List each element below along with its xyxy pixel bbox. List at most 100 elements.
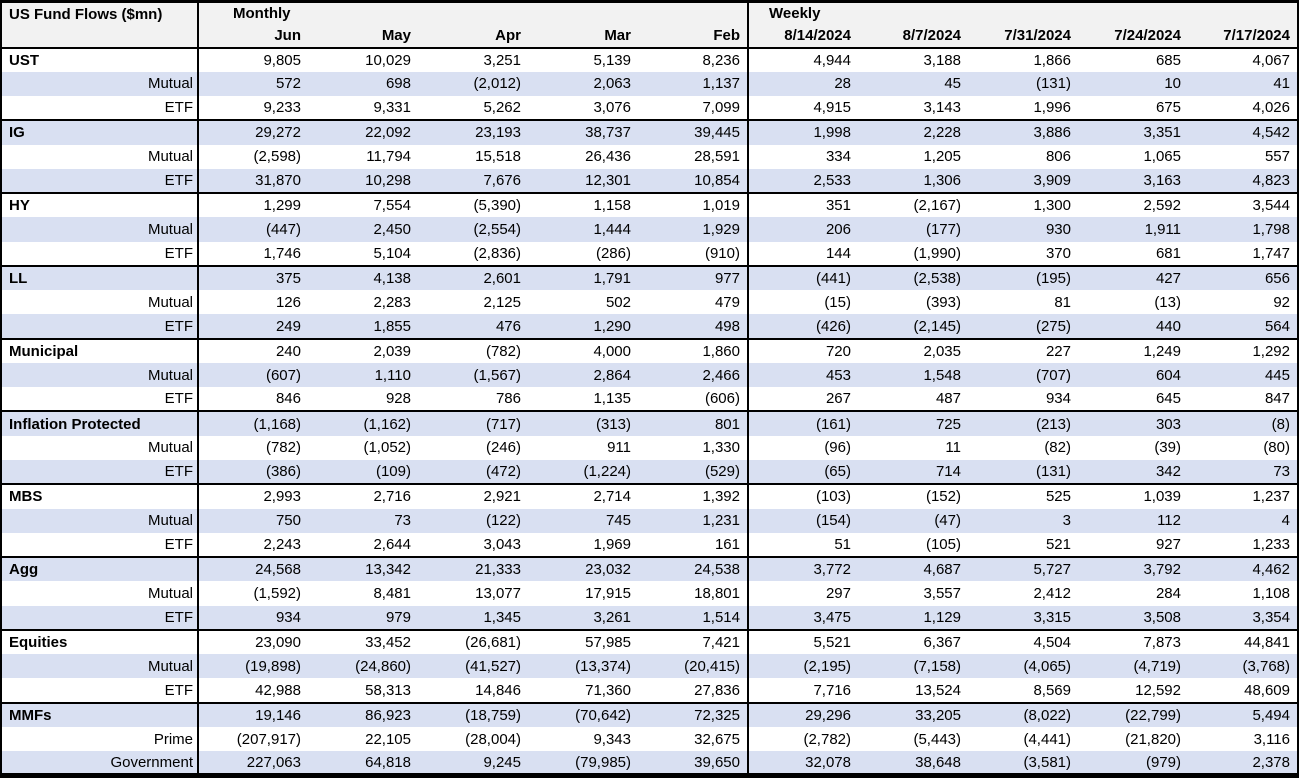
- value-cell: 73: [1188, 460, 1298, 485]
- sub-row: ETF 42,988 58,313 14,846 71,360 27,836 7,716 13…: [1, 678, 1298, 703]
- category-row: MBS 2,993 2,716 2,921 2,714 1,392 (103) (152) 52…: [1, 483, 1298, 509]
- value-cell: (213): [968, 410, 1078, 436]
- value-cell: 11: [858, 435, 968, 461]
- value-cell: 681: [1078, 241, 1188, 266]
- value-cell: (70,642): [528, 701, 638, 727]
- value-cell: (177): [858, 217, 968, 242]
- value-cell: 1,746: [198, 241, 308, 266]
- column-header: 8/7/2024: [858, 24, 968, 49]
- value-cell: 1,129: [858, 605, 968, 630]
- value-cell: (21,820): [1078, 726, 1188, 752]
- value-cell: (1,592): [198, 581, 308, 606]
- value-cell: 1,135: [528, 387, 638, 412]
- value-cell: (606): [638, 387, 749, 412]
- value-cell: 92: [1188, 290, 1298, 315]
- value-cell: 7,676: [418, 168, 528, 194]
- value-cell: 10: [1078, 71, 1188, 97]
- value-cell: 5,262: [418, 96, 528, 121]
- value-cell: 930: [968, 217, 1078, 242]
- value-cell: 4,462: [1188, 556, 1298, 582]
- row-label: ETF: [1, 387, 199, 412]
- value-cell: 1,158: [528, 192, 638, 218]
- value-cell: (3,581): [968, 751, 1078, 776]
- category-row: UST 9,805 10,029 3,251 5,139 8,236 4,944 3,188 1…: [1, 46, 1298, 72]
- value-cell: (979): [1078, 751, 1188, 776]
- value-cell: 4: [1188, 508, 1298, 533]
- sub-row: Mutual (782) (1,052) (246) 911 1,330 (96) 11 (82…: [1, 435, 1298, 461]
- column-header: 7/17/2024: [1188, 24, 1298, 49]
- value-cell: 1,110: [308, 362, 418, 388]
- value-cell: 1,798: [1188, 217, 1298, 242]
- value-cell: (707): [968, 362, 1078, 388]
- value-cell: (2,012): [418, 71, 528, 97]
- value-cell: 4,000: [528, 337, 638, 363]
- value-cell: (2,167): [858, 192, 968, 218]
- value-cell: (1,224): [528, 460, 638, 485]
- value-cell: 28,591: [638, 144, 749, 169]
- value-cell: (1,168): [198, 410, 308, 436]
- value-cell: 1,137: [638, 71, 749, 97]
- value-cell: 11,794: [308, 144, 418, 169]
- row-label: ETF: [1, 678, 199, 703]
- value-cell: 564: [1188, 314, 1298, 339]
- value-cell: 685: [1078, 46, 1188, 72]
- value-cell: (4,065): [968, 654, 1078, 679]
- value-cell: (131): [968, 71, 1078, 97]
- value-cell: (122): [418, 508, 528, 533]
- value-cell: 22,092: [308, 119, 418, 145]
- value-cell: 38,648: [858, 751, 968, 776]
- value-cell: 4,138: [308, 264, 418, 291]
- value-cell: 41: [1188, 71, 1298, 97]
- value-cell: (19,898): [198, 654, 308, 679]
- value-cell: 479: [638, 290, 749, 315]
- value-cell: (2,836): [418, 241, 528, 266]
- section-label-monthly: Monthly: [198, 1, 748, 25]
- value-cell: 57,985: [528, 628, 638, 655]
- value-cell: 476: [418, 314, 528, 339]
- value-cell: 206: [747, 217, 858, 242]
- value-cell: 847: [1188, 387, 1298, 412]
- row-label: Prime: [1, 726, 199, 752]
- value-cell: (47): [858, 508, 968, 533]
- sub-row: ETF 2,243 2,644 3,043 1,969 161 51 (105) 521 927 1…: [1, 532, 1298, 558]
- sub-row: Mutual 750 73 (122) 745 1,231 (154) (47) 3 112 4: [1, 508, 1298, 533]
- value-cell: 3,475: [747, 605, 858, 630]
- value-cell: 445: [1188, 362, 1298, 388]
- sub-row: Prime (207,917) 22,105 (28,004) 9,343 32,675(…: [1, 726, 1298, 752]
- value-cell: 32,078: [747, 751, 858, 776]
- value-cell: 39,445: [638, 119, 749, 145]
- value-cell: 33,205: [858, 701, 968, 727]
- row-label: ETF: [1, 314, 199, 339]
- value-cell: 1,237: [1188, 483, 1298, 509]
- value-cell: 1,300: [968, 192, 1078, 218]
- value-cell: 2,378: [1188, 751, 1298, 776]
- value-cell: 3: [968, 508, 1078, 533]
- value-cell: (2,145): [858, 314, 968, 339]
- value-cell: 745: [528, 508, 638, 533]
- value-cell: 725: [858, 410, 968, 436]
- value-cell: 2,714: [528, 483, 638, 509]
- category-row: MMFs 19,146 86,923 (18,759) (70,642) 72,325 29…: [1, 701, 1298, 727]
- value-cell: (782): [198, 435, 308, 461]
- category-label: Agg: [1, 556, 199, 582]
- value-cell: (26,681): [418, 628, 528, 655]
- value-cell: 7,421: [638, 628, 749, 655]
- value-cell: (5,443): [858, 726, 968, 752]
- row-label: ETF: [1, 241, 199, 266]
- value-cell: (15): [747, 290, 858, 315]
- value-cell: 1,998: [747, 119, 858, 145]
- value-cell: 2,228: [858, 119, 968, 145]
- category-label: Inflation Protected: [1, 410, 199, 436]
- value-cell: 1,290: [528, 314, 638, 339]
- value-cell: 1,747: [1188, 241, 1298, 266]
- value-cell: (8,022): [968, 701, 1078, 727]
- value-cell: 58,313: [308, 678, 418, 703]
- value-cell: (152): [858, 483, 968, 509]
- value-cell: 23,090: [198, 628, 308, 655]
- sub-row: Mutual (19,898) (24,860) (41,527) (13,374) (2…: [1, 654, 1298, 679]
- value-cell: 3,508: [1078, 605, 1188, 630]
- value-cell: 144: [747, 241, 858, 266]
- value-cell: 3,261: [528, 605, 638, 630]
- column-header: 7/31/2024: [968, 24, 1078, 49]
- value-cell: 44,841: [1188, 628, 1298, 655]
